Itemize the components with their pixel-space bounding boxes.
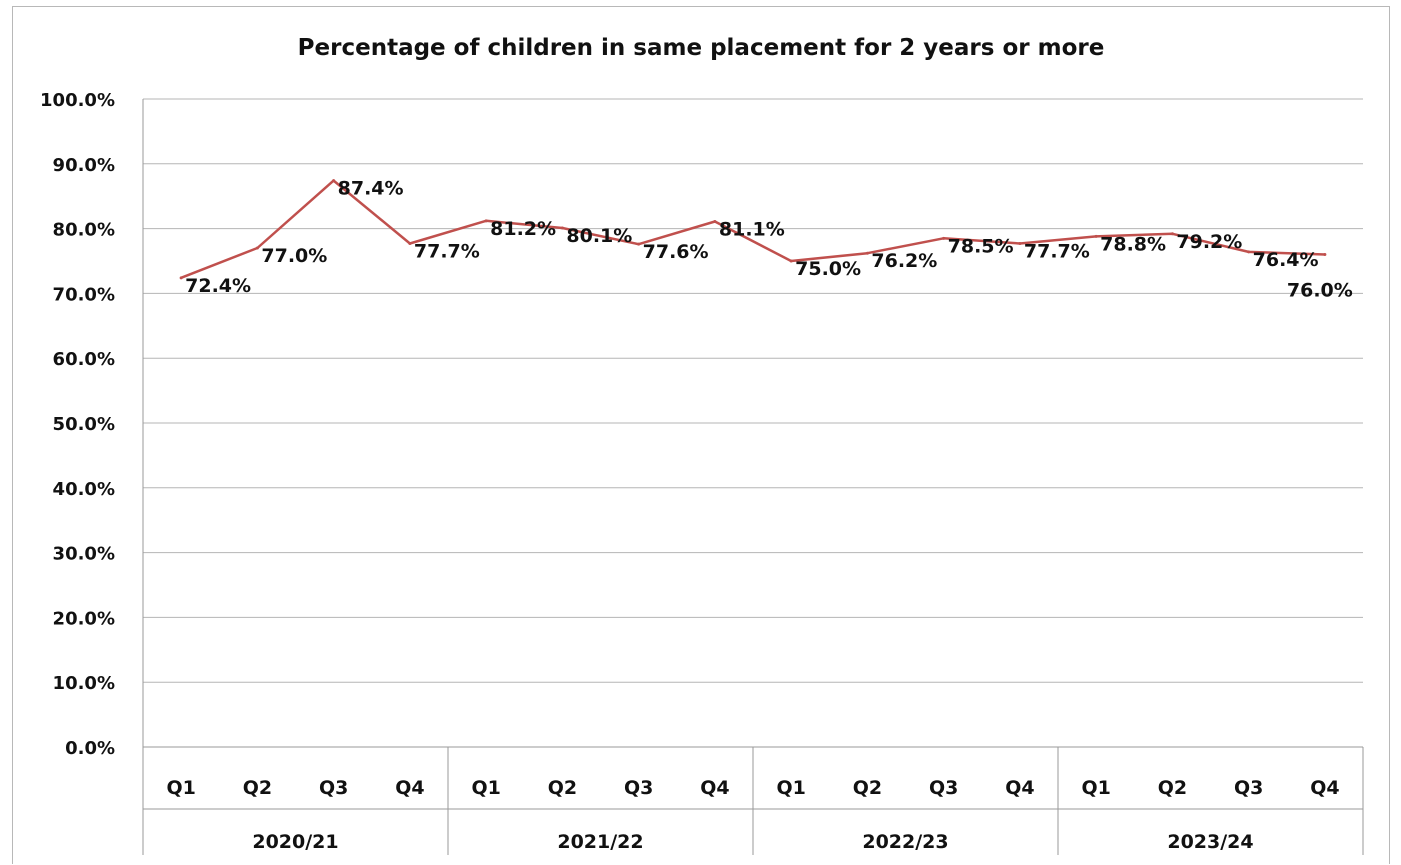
data-point [637,242,641,246]
data-point [865,251,869,255]
x-tick-label: Q2 [853,777,882,799]
x-tick-label: Q2 [243,777,272,799]
x-group-label: 2023/24 [1167,831,1253,853]
y-tick-label: 20.0% [53,608,115,629]
data-point [942,236,946,240]
x-group-label: 2021/22 [557,831,643,853]
data-point [1170,232,1174,236]
data-point [1323,253,1327,257]
data-label: 87.4% [338,178,404,200]
x-axis: Q1 Q2 Q3 Q4 Q1 Q2 Q3 Q4 Q1 Q2 Q3 Q4 Q1 Q2 Q3 Q4 2020/21 2… [142,746,1364,855]
x-tick-label: Q1 [471,777,500,799]
data-label: 81.2% [490,218,556,240]
y-tick-label: 90.0% [53,155,115,176]
x-tick-label: Q1 [1081,777,1110,799]
x-tick-label: Q2 [548,777,577,799]
x-tick-label: Q3 [319,777,348,799]
data-label: 77.0% [261,245,327,267]
data-labels: 72.4% 77.0% 87.4% 77.7% 81.2% 80.1% 77.6% 81.1%… [185,178,1353,302]
x-group-label: 2020/21 [252,831,338,853]
data-point [255,246,259,250]
x-tick-label: Q4 [700,777,729,799]
line-chart: Percentage of children in same placement… [40,35,1364,855]
x-tick-label: Q3 [1234,777,1263,799]
data-label: 78.8% [1100,233,1166,255]
series-line [179,179,1327,280]
y-tick-label: 80.0% [53,220,115,241]
data-label: 80.1% [566,225,632,247]
data-point [408,242,412,246]
chart-frame: Percentage of children in same placement… [12,6,1390,864]
data-point [332,179,336,183]
data-point [1247,250,1251,254]
data-point [484,219,488,223]
y-tick-label: 60.0% [53,349,115,370]
gridlines [143,98,1363,748]
data-label: 72.4% [185,275,251,297]
data-label: 77.7% [414,241,480,263]
data-label: 77.7% [1024,241,1090,263]
y-tick-label: 30.0% [53,544,115,565]
data-label: 76.4% [1253,249,1319,271]
y-tick-label: 100.0% [40,90,115,111]
data-point [713,219,717,223]
x-tick-label: Q2 [1158,777,1187,799]
y-axis-ticks: 0.0% 10.0% 20.0% 30.0% 40.0% 50.0% 60.0% 70.0% 8… [40,90,144,759]
y-tick-label: 0.0% [65,738,115,759]
data-label: 81.1% [719,218,785,240]
data-point [789,259,793,263]
x-tick-label: Q4 [395,777,424,799]
x-tick-label: Q3 [624,777,653,799]
chart-title: Percentage of children in same placement… [298,35,1105,61]
data-label: 76.0% [1287,280,1353,302]
x-tick-label: Q1 [776,777,805,799]
y-tick-label: 40.0% [53,479,115,500]
data-label: 76.2% [871,250,937,272]
data-point [1094,234,1098,238]
x-tick-label: Q4 [1005,777,1034,799]
x-group-label: 2022/23 [862,831,948,853]
data-label: 79.2% [1176,231,1242,253]
x-tick-label: Q3 [929,777,958,799]
data-label: 75.0% [795,258,861,280]
data-point [1018,242,1022,246]
data-label: 78.5% [948,235,1014,257]
y-tick-label: 10.0% [53,673,115,694]
series-polyline [180,179,1325,279]
data-point [179,276,183,280]
data-point [560,226,564,230]
data-label: 77.6% [643,241,709,263]
x-tick-label: Q4 [1310,777,1339,799]
y-tick-label: 70.0% [53,284,115,305]
y-tick-label: 50.0% [53,414,115,435]
x-tick-label: Q1 [166,777,195,799]
